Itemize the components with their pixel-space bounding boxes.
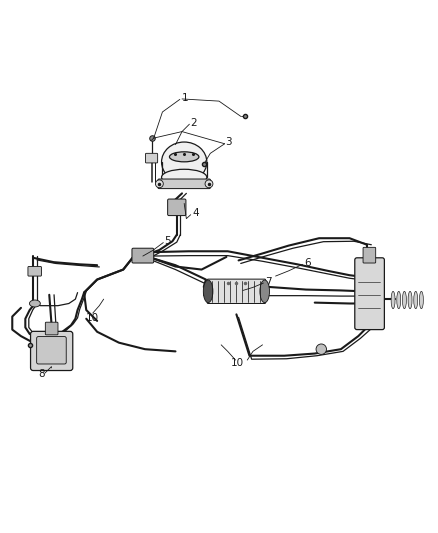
Ellipse shape <box>162 169 207 185</box>
Ellipse shape <box>408 292 412 309</box>
Ellipse shape <box>260 280 269 303</box>
Text: 8: 8 <box>39 369 45 379</box>
Text: 5: 5 <box>165 236 171 246</box>
Text: 10: 10 <box>86 313 99 323</box>
Ellipse shape <box>170 152 199 162</box>
Ellipse shape <box>391 292 395 309</box>
Text: 1: 1 <box>182 93 189 103</box>
FancyBboxPatch shape <box>355 258 385 329</box>
FancyBboxPatch shape <box>31 332 73 370</box>
FancyBboxPatch shape <box>207 279 265 303</box>
Ellipse shape <box>403 292 406 309</box>
Ellipse shape <box>29 300 40 307</box>
Text: 3: 3 <box>226 138 232 148</box>
Circle shape <box>205 180 213 188</box>
FancyBboxPatch shape <box>168 199 186 215</box>
Text: 6: 6 <box>304 258 311 268</box>
Ellipse shape <box>162 142 207 182</box>
Circle shape <box>316 344 326 354</box>
FancyBboxPatch shape <box>145 154 158 163</box>
Circle shape <box>155 180 163 188</box>
Text: 2: 2 <box>191 118 198 128</box>
Text: 10: 10 <box>231 358 244 368</box>
Text: 7: 7 <box>265 277 271 287</box>
Ellipse shape <box>420 292 424 309</box>
Ellipse shape <box>414 292 418 309</box>
Ellipse shape <box>397 292 401 309</box>
Ellipse shape <box>203 280 213 303</box>
FancyBboxPatch shape <box>132 248 154 263</box>
FancyBboxPatch shape <box>158 179 211 189</box>
FancyBboxPatch shape <box>46 322 58 335</box>
FancyBboxPatch shape <box>37 336 66 364</box>
FancyBboxPatch shape <box>363 247 376 263</box>
Text: 4: 4 <box>192 208 199 219</box>
FancyBboxPatch shape <box>28 266 42 276</box>
